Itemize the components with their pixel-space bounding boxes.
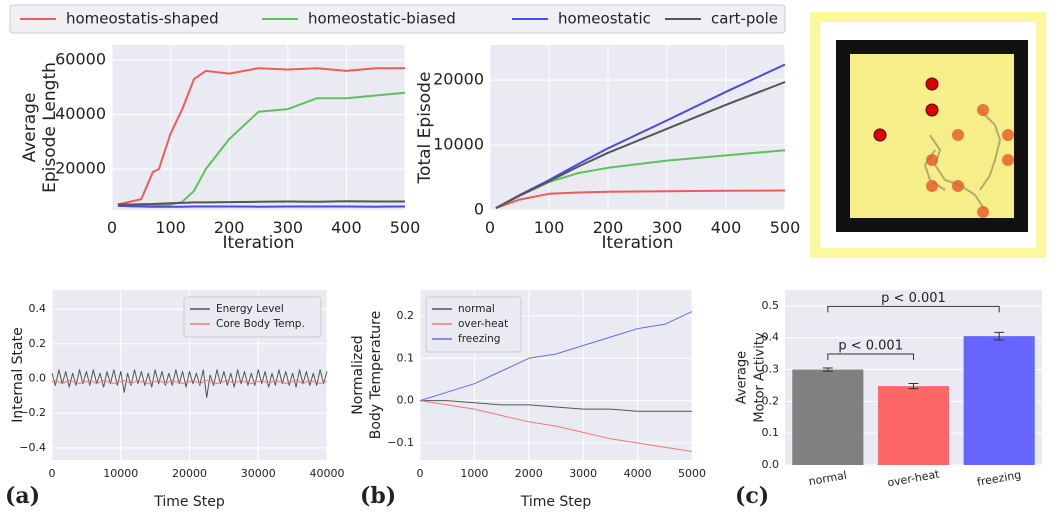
legend-label: cart-pole (711, 10, 778, 28)
y-tick-label: 0.3 (762, 363, 780, 376)
significance-bracket (827, 353, 914, 360)
series-line (419, 400, 693, 452)
y-tick-label: 60000 (55, 50, 106, 69)
x-tick-label: 500 (770, 218, 801, 237)
legend-label: Energy Level (216, 303, 284, 315)
x-tick-label: 40000 (310, 467, 345, 480)
y-tick-label: 0.1 (762, 426, 780, 439)
x-tick-label: 300 (273, 218, 304, 237)
x-tick-label: 200 (593, 218, 624, 237)
panel-label: (b) (360, 483, 396, 509)
x-tick-label: freezing (976, 468, 1022, 489)
panel-label: (c) (735, 483, 769, 509)
y-tick-label: 20000 (433, 70, 484, 89)
y-axis-label: Body Temperature (368, 311, 384, 439)
x-tick-label: 0 (485, 218, 495, 237)
significance-label: p < 0.001 (838, 338, 903, 353)
x-tick-label: 1000 (460, 467, 488, 480)
y-tick-label: 0.0 (29, 371, 47, 384)
x-tick-label: 400 (331, 218, 362, 237)
x-tick-label: 300 (652, 218, 683, 237)
series-line (117, 67, 405, 206)
x-axis-label: Iteration (222, 233, 294, 253)
legend-box (183, 296, 322, 338)
x-tick-label: normal (808, 469, 848, 488)
y-axis-label: Average (20, 93, 40, 163)
y-axis-label: Normalized (350, 335, 366, 414)
x-tick-label: 400 (711, 218, 742, 237)
series-line (117, 200, 405, 206)
x-axis-label: Time Step (520, 494, 592, 510)
legend-label: homeostatic (558, 10, 651, 28)
legend-label: homeostatic-biased (308, 10, 456, 28)
x-tick-label: 10000 (103, 467, 138, 480)
series-line (51, 369, 328, 399)
x-tick-label: 0 (417, 467, 424, 480)
simulation-image (810, 12, 1046, 258)
panel-label: (a) (5, 483, 40, 509)
legend-label: homeostatis-shaped (66, 10, 219, 28)
top-legend-box (9, 4, 786, 34)
x-tick-label: 500 (390, 218, 421, 237)
error-bar (994, 331, 1005, 341)
y-axis-label: Internal State (10, 327, 26, 422)
x-tick-label: 5000 (678, 467, 706, 480)
y-tick-label: 0.4 (762, 331, 780, 344)
x-tick-label: 3000 (569, 467, 597, 480)
y-axis-label: Average (735, 351, 750, 404)
y-tick-label: 0.0 (762, 458, 780, 471)
legend-label: Core Body Temp. (216, 318, 305, 330)
y-tick-label: 0.4 (29, 302, 47, 315)
y-axis-label: Motor Activity (753, 332, 768, 423)
x-tick-label: 0 (49, 467, 56, 480)
error-bar (908, 383, 919, 390)
legend-label: freezing (458, 333, 500, 345)
bar (792, 369, 864, 465)
y-tick-label: 10000 (433, 135, 484, 154)
x-axis-label: Iteration (601, 233, 673, 253)
y-tick-label: 0.2 (397, 309, 415, 322)
series-line (419, 311, 693, 402)
y-tick-label: 0.5 (762, 299, 780, 312)
bar (877, 386, 950, 465)
series-line (117, 204, 406, 208)
y-axis-label: Total Episode (415, 72, 435, 185)
series-line (495, 81, 786, 209)
x-tick-label: 100 (534, 218, 565, 237)
x-tick-label: over-heat (886, 467, 941, 489)
significance-label: p < 0.001 (881, 291, 946, 306)
y-tick-label: 0.2 (29, 337, 47, 350)
x-tick-label: 0 (107, 218, 117, 237)
series-line (420, 400, 692, 412)
y-tick-label: −0.2 (19, 406, 46, 419)
y-tick-label: 0.0 (397, 394, 415, 407)
plot-area (490, 45, 785, 210)
y-axis-label: Episode Length (40, 62, 60, 193)
x-axis-label: Time Step (153, 494, 225, 510)
legend-label: over-heat (458, 318, 508, 330)
error-bar (822, 367, 833, 372)
y-tick-label: −0.4 (19, 441, 46, 454)
bar (963, 336, 1035, 465)
y-tick-label: 20000 (55, 159, 106, 178)
y-tick-label: −0.1 (387, 436, 414, 449)
y-tick-label: 40000 (55, 104, 106, 123)
significance-bracket (827, 305, 1000, 313)
series-line (51, 379, 327, 385)
plot-area (112, 45, 405, 210)
y-tick-label: 0 (474, 200, 484, 219)
x-tick-label: 20000 (172, 467, 207, 480)
y-tick-label: 0.1 (397, 351, 415, 364)
series-line (495, 189, 786, 210)
y-tick-label: 0.2 (762, 394, 780, 407)
x-tick-label: 2000 (515, 467, 543, 480)
x-tick-label: 30000 (241, 467, 276, 480)
x-tick-label: 100 (155, 218, 186, 237)
legend-label: normal (458, 303, 495, 315)
x-tick-label: 4000 (624, 467, 652, 480)
x-tick-label: 200 (214, 218, 245, 237)
